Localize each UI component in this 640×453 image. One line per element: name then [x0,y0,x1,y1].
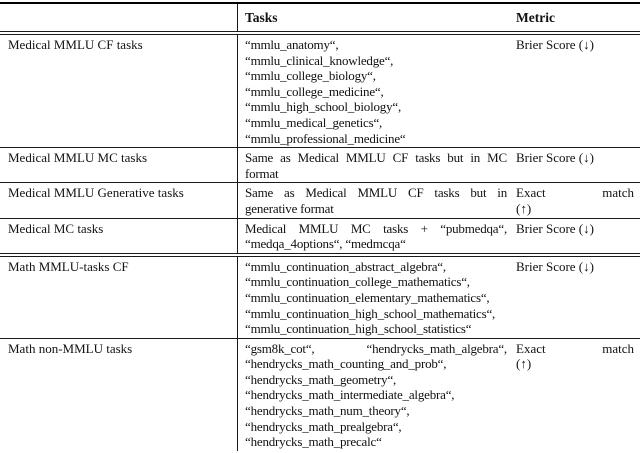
metric-cell: Exact match (↑) [516,340,634,372]
tasks-cell: Same as Medical MMLU CF tasks but in MC f… [237,148,510,183]
row-label: Medical MMLU MC tasks [8,150,148,166]
metric-cell: Brier Score (↓) [516,150,594,166]
row-medical-mmlu-generative-tasks: Medical MMLU Generative tasks Same as Me… [0,182,640,218]
tasks-cell: “gsm8k_cot“, “hendrycks_math_algebra“, “h… [237,338,510,451]
row-label: Medical MMLU CF tasks [8,37,143,52]
header-col-metric: Metric [516,10,555,25]
row-label: Medical MMLU Generative tasks [8,185,184,201]
row-medical-mmlu-cf-tasks: Medical MMLU CF tasks “mmlu_anatomy“, “mm… [0,35,640,148]
tasks-cell: “mmlu_continuation_abstract_algebra“, “mm… [237,256,510,338]
row-math-mmlu-tasks-cf: Math MMLU-tasks CF “mmlu_continuation_ab… [0,256,640,338]
row-medical-mc-tasks: Medical MC tasks Medical MMLU MC tasks +… [0,217,640,253]
header-double-rule [0,31,640,35]
header-col-category [0,4,237,31]
metric-cell: Brier Score (↓) [516,258,594,274]
metric-cell: Brier Score (↓) [516,37,594,52]
row-label: Math non-MMLU tasks [8,340,133,356]
row-label: Medical MC tasks [8,220,104,236]
section-double-rule [0,252,640,257]
row-label: Math MMLU-tasks CF [8,258,129,274]
tasks-cell: Medical MMLU MC tasks + “pubmedqa“, “medq… [237,218,510,253]
metric-cell: Brier Score (↓) [516,220,594,236]
row-math-non-mmlu-tasks: Math non-MMLU tasks “gsm8k_cot“, “hendry… [0,337,640,451]
header-col-tasks: Tasks [237,4,510,31]
metric-cell: Exact match (↑) [516,185,634,216]
tasks-cell: Same as Medical MMLU CF tasks but in gene… [237,183,510,218]
table-header-row: Tasks Metric [0,4,640,31]
tasks-cell: “mmlu_anatomy“, “mmlu_clinical_knowledge“… [237,35,510,148]
row-medical-mmlu-mc-tasks: Medical MMLU MC tasks Same as Medical MM… [0,147,640,183]
